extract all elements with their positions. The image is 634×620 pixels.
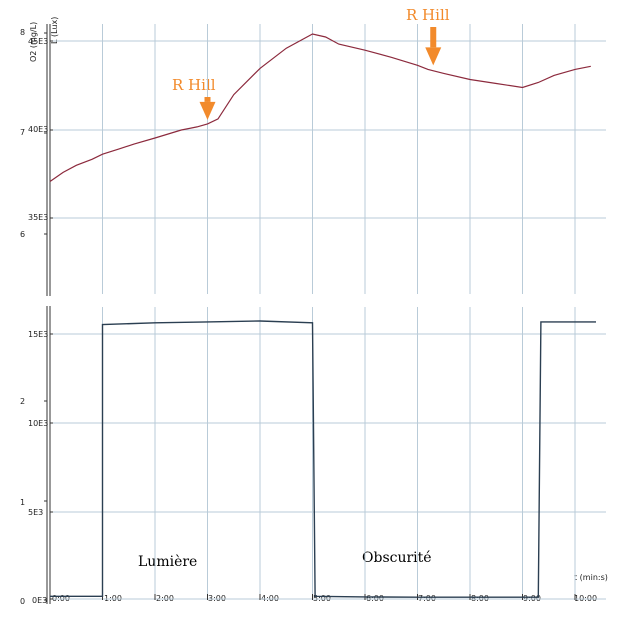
bottom-ytick-1: 1 [20,498,25,507]
top-ylabel-o2: O2 (mg/L) [29,22,38,62]
top-ytick-6: 6 [20,230,25,239]
bottom-y2tick-0e3: 0E3 [32,596,47,605]
bottom-y2tick-5e3: 5E3 [28,508,43,517]
phase-label-lumiere: Lumière [138,554,197,570]
light-series-line [50,320,596,598]
top-y2tick-45e3: 45E3 [28,37,48,46]
top-ylabel-lux: L (Lux) [50,17,59,44]
annotation-arrow-head-1 [199,101,216,120]
annotation-arrow-head-2 [425,47,442,66]
chart-marks [44,24,606,604]
top-y2tick-40e3: 40E3 [28,125,48,134]
o2-series-line [49,33,591,182]
top-ytick-8: 8 [20,28,25,37]
bottom-xlabel: t (min:s) [574,573,608,582]
annotation-arrow-shaft-1 [204,97,211,102]
annotation-r-hill-2: R Hill [406,6,450,24]
top-ytick-7: 7 [20,128,25,137]
bottom-ytick-2: 2 [20,397,25,406]
annotation-arrow-shaft-2 [430,27,437,48]
top-y2tick-35e3: 35E3 [28,213,48,222]
bottom-y2tick-10e3: 10E3 [28,419,48,428]
annotation-r-hill-1: R Hill [172,76,216,94]
phase-label-obscurite: Obscurité [362,550,432,566]
bottom-y2tick-15e3: 15E3 [28,330,48,339]
bottom-ytick-0: 0 [20,597,25,606]
